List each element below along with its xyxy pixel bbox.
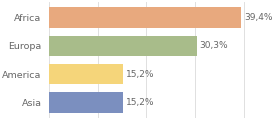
Text: 15,2%: 15,2% [126, 70, 155, 79]
Text: 39,4%: 39,4% [244, 13, 272, 22]
Bar [49, 64, 123, 84]
Text: 15,2%: 15,2% [126, 98, 155, 107]
Bar [49, 36, 197, 56]
Bar [49, 7, 241, 28]
Bar [49, 92, 123, 113]
Text: 30,3%: 30,3% [200, 41, 228, 50]
